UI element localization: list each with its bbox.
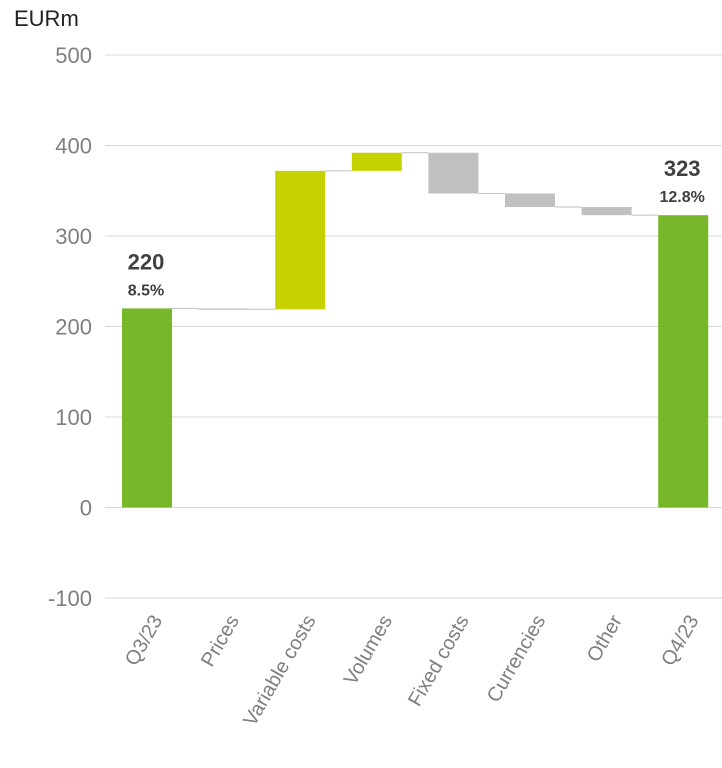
x-tick-label: Q3/23 (121, 612, 167, 670)
x-tick-label: Fixed costs (404, 612, 474, 711)
bar-q4-23 (658, 215, 709, 508)
y-tick-label: 500 (55, 43, 92, 68)
y-tick-label: 300 (55, 224, 92, 249)
connector-lines (172, 152, 659, 310)
x-tick-label: Volumes (340, 612, 397, 689)
annotation-value: 323 (664, 156, 701, 181)
bar-currencies (505, 193, 555, 208)
y-tick-label: 200 (55, 315, 92, 340)
y-axis-ticks: -100 0 100 200 300 400 500 (48, 43, 92, 611)
annotations: 220 8.5% 323 12.8% (128, 156, 705, 299)
bar-prices (198, 308, 249, 310)
annotation-value: 220 (128, 249, 165, 274)
x-tick-label: Variable costs (239, 612, 320, 731)
x-tick-label: Currencies (483, 612, 550, 707)
x-tick-label: Other (583, 611, 627, 666)
gridlines (105, 54, 722, 599)
bar-variable-costs (275, 170, 326, 310)
annotation-margin: 8.5% (128, 282, 164, 299)
y-tick-label: 400 (55, 134, 92, 159)
annotation-margin: 12.8% (660, 189, 705, 206)
y-tick-label: 0 (80, 496, 92, 521)
bars (122, 152, 709, 508)
bar-q3-23 (122, 308, 172, 508)
bar-other (581, 207, 632, 216)
x-tick-label: Q4/23 (657, 612, 703, 670)
x-tick-label: Prices (197, 612, 244, 671)
bar-volumes (351, 152, 402, 171)
y-tick-label: 100 (55, 405, 92, 430)
y-axis-unit-label: EURm (14, 6, 79, 31)
bar-fixed-costs (428, 152, 479, 194)
y-tick-label: -100 (48, 586, 92, 611)
